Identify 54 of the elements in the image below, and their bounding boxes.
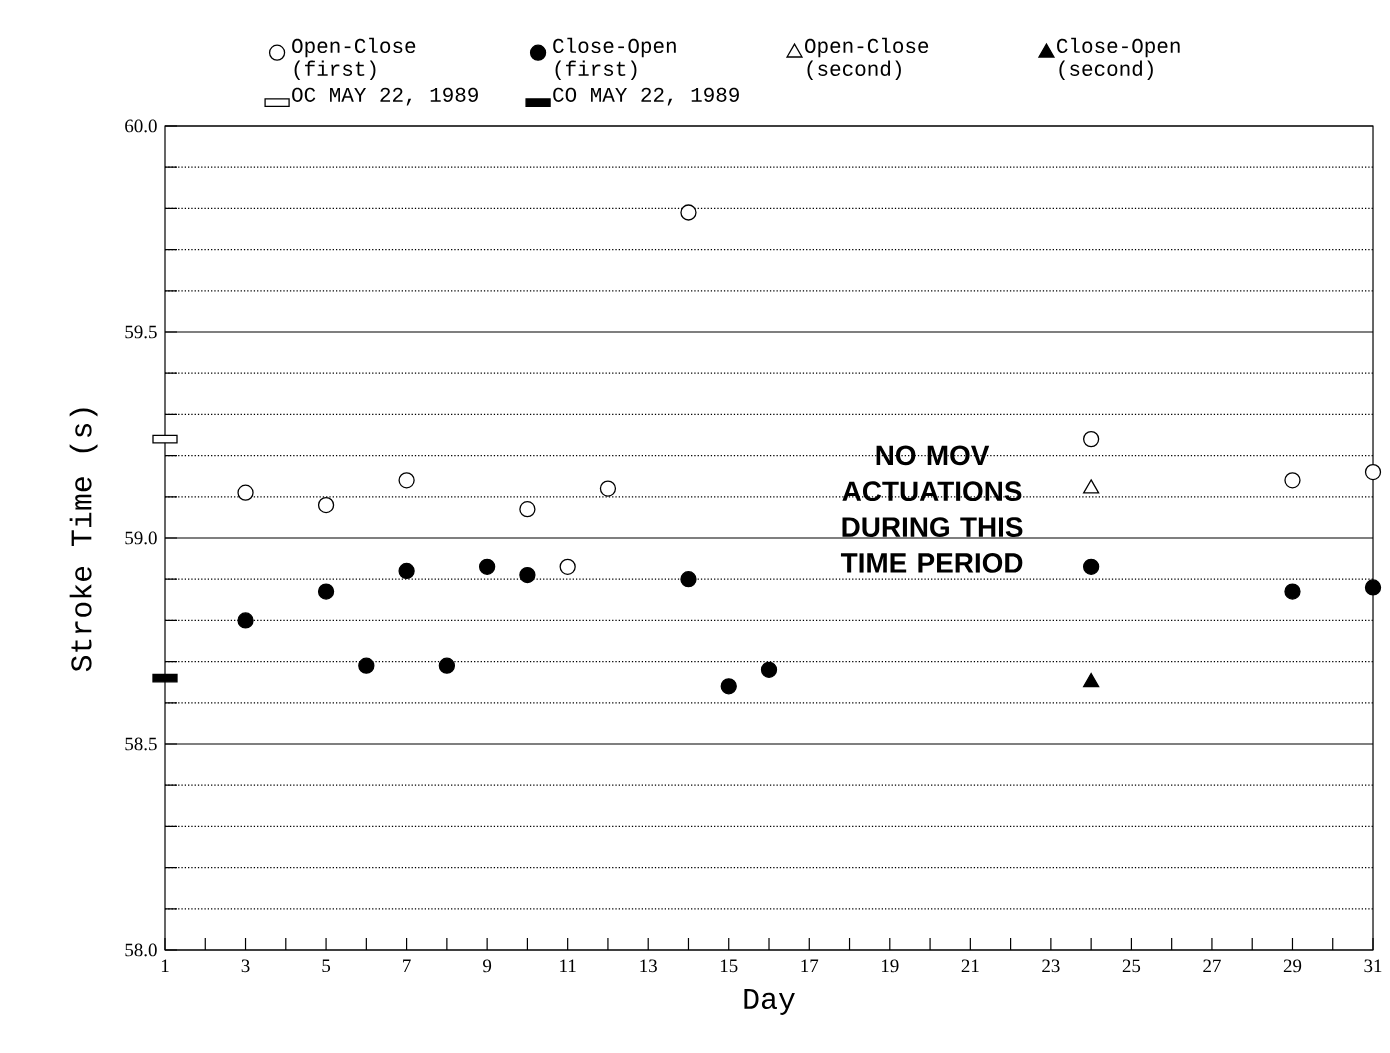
point [358, 657, 375, 674]
point [720, 678, 737, 695]
point [398, 472, 415, 489]
x-tick-label: 1 [161, 959, 169, 973]
annotation: NO MOV ACTUATIONS DURING THIS TIME PERIOD [840, 445, 1023, 573]
point [519, 566, 536, 584]
x-tick-label: 25 [1122, 959, 1141, 973]
x-tick-label: 15 [720, 959, 738, 973]
point [559, 558, 576, 575]
y-tick-label: 58.0 [125, 943, 157, 957]
x-tick-label: 7 [403, 959, 411, 972]
point [317, 583, 335, 600]
legend-label: Open-Close (first) [292, 37, 416, 81]
y-axis-title: Stroke Time (s) [69, 408, 98, 672]
x-tick-label: 23 [1042, 959, 1060, 973]
legend-label: CO MAY 22, 1989 [553, 87, 739, 106]
point [1364, 463, 1382, 481]
x-tick-label: 5 [322, 959, 331, 973]
point [519, 501, 536, 518]
point [1364, 579, 1382, 596]
point [599, 480, 617, 497]
x-tick-label: 11 [560, 959, 576, 973]
point [237, 612, 254, 629]
x-tick-label: 19 [882, 959, 899, 973]
point [398, 562, 415, 580]
point [680, 204, 697, 221]
x-tick-label: 13 [640, 959, 657, 973]
x-tick-label: 17 [801, 959, 819, 973]
x-tick-label: 21 [961, 959, 979, 973]
x-axis-title: Day [744, 989, 795, 1015]
legend-label: Open-Close (second) [805, 37, 929, 81]
y-tick-label: 59.0 [125, 531, 157, 545]
y-tick-label: 58.5 [125, 737, 157, 751]
point [317, 496, 335, 514]
y-tick-label: 59.5 [125, 325, 157, 339]
point [1082, 430, 1100, 448]
x-tick-label: 27 [1203, 959, 1221, 973]
x-tick-label: 29 [1283, 959, 1302, 973]
point [760, 661, 778, 678]
legend-label: Close-Open (first) [553, 37, 676, 81]
point [1083, 479, 1100, 494]
point [438, 657, 456, 674]
point [1284, 472, 1301, 489]
point [478, 558, 496, 575]
x-tick-label: 31 [1364, 959, 1382, 973]
point [680, 571, 697, 588]
legend-label: Close-Open (second) [1057, 37, 1180, 81]
point [237, 484, 254, 501]
x-tick-label: 3 [241, 959, 250, 973]
point [1284, 583, 1301, 600]
x-tick-label: 9 [483, 959, 492, 973]
point [1082, 558, 1100, 575]
y-tick-label: 60.0 [125, 119, 157, 133]
legend-label: OC MAY 22, 1989 [292, 87, 478, 106]
